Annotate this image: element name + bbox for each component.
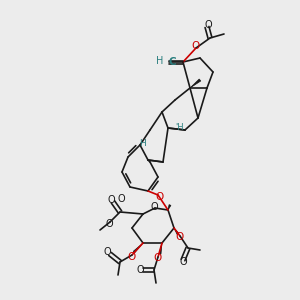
Text: O: O xyxy=(179,257,187,267)
Text: O: O xyxy=(150,202,158,212)
Text: O: O xyxy=(117,194,125,204)
Text: H: H xyxy=(156,56,164,66)
Text: O: O xyxy=(127,252,135,262)
Text: O: O xyxy=(107,195,115,205)
Text: O: O xyxy=(176,232,184,242)
Polygon shape xyxy=(168,205,171,210)
Text: O: O xyxy=(153,253,161,263)
Polygon shape xyxy=(174,228,179,235)
Text: O: O xyxy=(103,247,111,257)
Text: C: C xyxy=(168,57,176,67)
Text: 'H: 'H xyxy=(175,124,184,133)
Polygon shape xyxy=(190,79,201,88)
Text: O: O xyxy=(204,20,212,30)
Polygon shape xyxy=(133,243,143,253)
Text: O: O xyxy=(155,192,163,202)
Text: O: O xyxy=(192,41,200,51)
Text: O: O xyxy=(105,219,113,229)
Text: H: H xyxy=(140,140,146,148)
Text: O: O xyxy=(136,265,144,275)
Polygon shape xyxy=(159,243,162,254)
